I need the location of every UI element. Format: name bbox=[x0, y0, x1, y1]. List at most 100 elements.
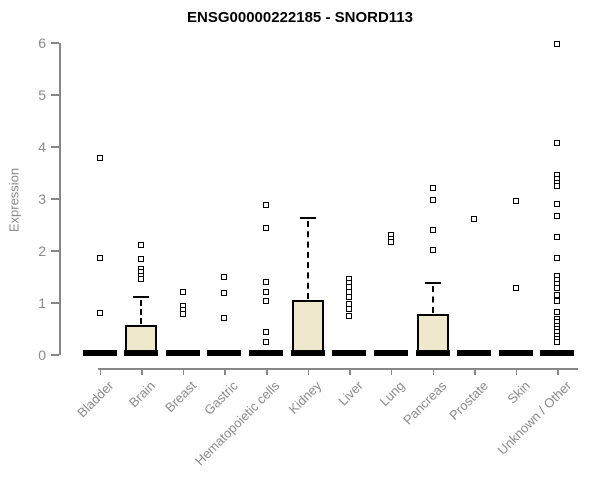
x-tick-label-kidney: Kidney bbox=[285, 378, 325, 417]
x-tick-label-unknown-other: Unknown / Other bbox=[494, 378, 575, 458]
x-tick-mark bbox=[266, 368, 268, 375]
median-bar-breast bbox=[165, 350, 200, 356]
x-tick-label-gastric: Gastric bbox=[201, 378, 242, 418]
outlier-point-prostate bbox=[471, 216, 478, 223]
median-bar-lung bbox=[373, 350, 408, 356]
whisker-line-brain bbox=[140, 299, 143, 324]
y-tick-label: 6 bbox=[38, 35, 46, 51]
outlier-point-unknown-other bbox=[554, 292, 561, 299]
outlier-point-unknown-other bbox=[554, 308, 561, 315]
median-bar-liver bbox=[332, 350, 367, 356]
y-tick-mark bbox=[51, 42, 59, 44]
y-tick-mark bbox=[51, 250, 59, 252]
box-kidney bbox=[291, 299, 324, 355]
y-axis-line bbox=[59, 43, 61, 355]
y-tick-mark bbox=[51, 146, 59, 148]
whisker-cap-kidney bbox=[299, 217, 316, 220]
y-tick-mark bbox=[51, 94, 59, 96]
outlier-point-skin bbox=[512, 198, 519, 205]
outlier-point-pancreas bbox=[429, 246, 436, 253]
x-tick-mark bbox=[182, 368, 185, 375]
outlier-point-liver bbox=[346, 293, 353, 300]
outlier-point-unknown-other bbox=[554, 41, 561, 48]
x-tick-mark bbox=[557, 368, 559, 375]
outlier-point-hematopoietic-cells bbox=[263, 202, 270, 209]
x-tick-mark bbox=[515, 368, 518, 375]
outlier-point-bladder bbox=[96, 310, 103, 317]
x-tick-label-liver: Liver bbox=[335, 378, 366, 409]
x-axis-line bbox=[98, 368, 578, 370]
x-tick-mark bbox=[474, 368, 476, 375]
outlier-point-hematopoietic-cells bbox=[263, 339, 270, 345]
whisker-line-pancreas bbox=[431, 286, 434, 314]
outlier-point-liver bbox=[346, 306, 353, 313]
x-tick-mark bbox=[141, 368, 143, 375]
outlier-point-lung bbox=[387, 239, 394, 246]
y-tick-mark bbox=[51, 198, 59, 200]
median-bar-hematopoietic-cells bbox=[249, 350, 284, 356]
x-tick-mark bbox=[99, 368, 101, 375]
x-tick-mark bbox=[224, 368, 226, 375]
y-tick-mark bbox=[51, 302, 59, 304]
outlier-point-unknown-other bbox=[554, 254, 561, 261]
outlier-point-unknown-other bbox=[554, 233, 561, 240]
x-tick-mark bbox=[349, 368, 351, 375]
y-tick-label: 5 bbox=[38, 87, 46, 103]
box-brain bbox=[125, 324, 158, 355]
chart-title: ENSG00000222185 - SNORD113 bbox=[187, 9, 413, 26]
outlier-point-gastric bbox=[221, 290, 228, 297]
median-bar-bladder bbox=[82, 350, 117, 356]
x-tick-label-brain: Brain bbox=[125, 378, 158, 411]
x-tick-label-pancreas: Pancreas bbox=[399, 378, 450, 428]
outlier-point-unknown-other bbox=[554, 297, 561, 304]
whisker-cap-pancreas bbox=[424, 282, 441, 285]
outlier-point-hematopoietic-cells bbox=[263, 225, 270, 232]
x-tick-label-prostate: Prostate bbox=[445, 378, 491, 423]
outlier-point-unknown-other bbox=[554, 213, 561, 220]
box-pancreas bbox=[416, 314, 449, 355]
outlier-point-hematopoietic-cells bbox=[263, 279, 270, 286]
y-tick-mark bbox=[51, 354, 59, 356]
outlier-point-hematopoietic-cells bbox=[263, 297, 270, 304]
median-bar-kidney bbox=[290, 350, 325, 356]
x-tick-mark bbox=[307, 368, 310, 375]
y-tick-label: 0 bbox=[38, 347, 46, 363]
outlier-point-bladder bbox=[96, 254, 103, 261]
outlier-point-hematopoietic-cells bbox=[263, 289, 270, 296]
median-bar-brain bbox=[124, 350, 159, 356]
outlier-point-bladder bbox=[96, 154, 103, 161]
outlier-point-liver bbox=[346, 313, 353, 319]
x-tick-mark bbox=[432, 368, 435, 375]
outlier-point-hematopoietic-cells bbox=[263, 329, 270, 336]
median-bar-prostate bbox=[457, 350, 492, 356]
outlier-point-unknown-other bbox=[554, 339, 561, 345]
outlier-point-breast bbox=[179, 311, 186, 318]
outlier-point-gastric bbox=[221, 274, 228, 280]
x-tick-label-bladder: Bladder bbox=[73, 378, 117, 421]
median-bar-pancreas bbox=[415, 350, 450, 356]
y-tick-label: 3 bbox=[38, 191, 46, 207]
y-tick-label: 2 bbox=[38, 243, 46, 259]
outlier-point-unknown-other bbox=[554, 139, 561, 146]
outlier-point-breast bbox=[179, 289, 186, 296]
median-bar-skin bbox=[498, 350, 533, 356]
median-bar-gastric bbox=[207, 350, 242, 356]
outlier-point-pancreas bbox=[429, 185, 436, 192]
outlier-point-unknown-other bbox=[554, 201, 561, 208]
outlier-point-unknown-other bbox=[554, 183, 561, 189]
y-tick-label: 4 bbox=[38, 139, 46, 155]
x-tick-label-lung: Lung bbox=[376, 378, 408, 410]
whisker-cap-brain bbox=[133, 295, 150, 298]
outlier-point-brain bbox=[138, 241, 145, 248]
outlier-point-skin bbox=[512, 284, 519, 291]
outlier-point-pancreas bbox=[429, 227, 436, 234]
y-tick-label: 1 bbox=[38, 295, 46, 311]
x-tick-mark bbox=[390, 368, 393, 375]
outlier-point-pancreas bbox=[429, 197, 436, 204]
outlier-point-unknown-other bbox=[554, 285, 561, 292]
outlier-point-gastric bbox=[221, 315, 228, 322]
median-bar-unknown-other bbox=[540, 350, 575, 356]
x-tick-label-skin: Skin bbox=[503, 378, 533, 407]
y-axis-title: Expression bbox=[6, 167, 22, 233]
